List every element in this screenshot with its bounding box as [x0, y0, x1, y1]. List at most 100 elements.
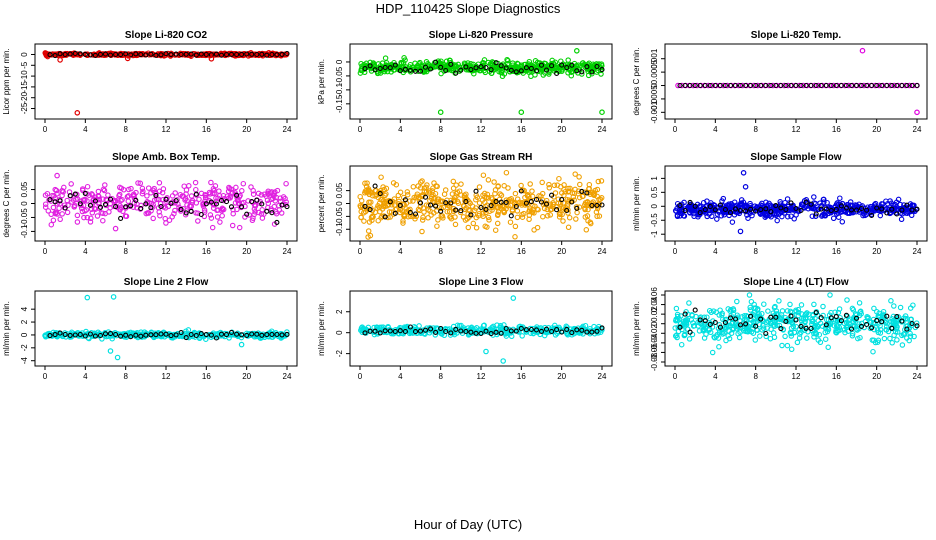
reference-point [458, 328, 464, 334]
data-point [83, 207, 90, 213]
reference-point [269, 210, 275, 216]
data-point [169, 193, 176, 199]
data-point [586, 186, 592, 192]
data-point [49, 193, 55, 199]
data-point [766, 82, 772, 89]
data-point [544, 213, 551, 219]
data-point [400, 218, 406, 224]
data-point [359, 203, 366, 209]
data-point [229, 222, 236, 229]
data-point [419, 217, 426, 223]
reference-point [77, 51, 83, 57]
reference-point [758, 316, 764, 322]
reference-point [528, 65, 534, 71]
data-point [432, 332, 439, 338]
reference-point [113, 51, 119, 58]
x-tick-label: 0 [358, 372, 363, 381]
reference-point [677, 324, 683, 330]
data-point [501, 209, 508, 215]
data-point [102, 182, 108, 188]
data-point [498, 192, 505, 199]
y-tick-label: -0.02 [650, 324, 659, 343]
data-point [729, 219, 736, 225]
data-point [546, 185, 553, 191]
reference-point [528, 326, 534, 333]
y-tick-label: -0.05 [335, 207, 344, 226]
reference-point [208, 199, 214, 205]
reference-point [412, 68, 419, 74]
y-tick-label: 0 [20, 201, 29, 206]
data-point [720, 195, 727, 202]
reference-point [697, 82, 703, 89]
reference-point [899, 318, 905, 324]
outlier-point [114, 354, 121, 361]
data-point [686, 336, 693, 342]
reference-point [468, 329, 474, 335]
reference-point [753, 208, 759, 214]
data-point [685, 204, 691, 211]
data-point [84, 51, 91, 57]
data-point [89, 210, 96, 216]
data-point [811, 194, 817, 200]
outlier-point [110, 294, 117, 300]
data-point [442, 187, 449, 193]
data-point [846, 317, 852, 324]
reference-point [387, 328, 393, 334]
data-point [231, 51, 238, 57]
data-point [861, 82, 867, 89]
reference-point [879, 82, 885, 89]
y-tick-label: -0.5 [650, 213, 659, 227]
data-point [706, 327, 712, 333]
x-tick-label: 4 [398, 247, 403, 256]
x-tick-label: 20 [872, 125, 881, 134]
data-point [200, 201, 207, 207]
data-point [419, 228, 425, 235]
data-point [887, 82, 894, 89]
reference-point [717, 324, 723, 330]
x-tick-label: 24 [913, 372, 922, 381]
data-point [597, 196, 604, 202]
reference-point [113, 204, 119, 210]
data-point [709, 82, 715, 89]
data-point [902, 313, 909, 319]
reference-point [894, 82, 900, 89]
data-point [424, 182, 430, 188]
data-point [217, 219, 223, 225]
data-point [272, 332, 278, 338]
reference-point [92, 333, 98, 339]
data-point [496, 68, 502, 75]
reference-point [223, 199, 230, 205]
reference-point [417, 328, 424, 334]
data-point [703, 331, 709, 338]
reference-point [594, 63, 600, 70]
reference-point [677, 202, 683, 208]
reference-point [163, 196, 169, 202]
data-point [747, 200, 753, 207]
data-point [255, 209, 262, 216]
x-tick-label: 4 [83, 125, 88, 134]
reference-point [788, 313, 794, 319]
reference-point [579, 69, 585, 75]
x-tick-label: 16 [832, 125, 841, 134]
reference-point [483, 206, 489, 212]
outlier-point [859, 47, 866, 54]
data-point [402, 325, 409, 332]
data-point [195, 52, 201, 58]
data-point [899, 342, 906, 348]
reference-point [523, 327, 529, 333]
data-point [809, 213, 816, 219]
data-point [525, 192, 531, 198]
panel-5: Slope Gas Stream RH percent per min. 0 4 8 12… [317, 152, 613, 256]
data-point [467, 326, 474, 333]
reference-point [128, 334, 134, 340]
y-tick-label: -0.06 [650, 343, 659, 362]
data-point [497, 191, 503, 197]
data-point [261, 211, 267, 217]
y-axis-label: ml/min per min. [632, 301, 641, 356]
data-point [189, 199, 195, 206]
x-tick-label: 8 [438, 125, 443, 134]
data-point [691, 322, 698, 329]
data-point [177, 191, 184, 198]
reference-point [712, 82, 718, 89]
data-point [451, 194, 458, 201]
